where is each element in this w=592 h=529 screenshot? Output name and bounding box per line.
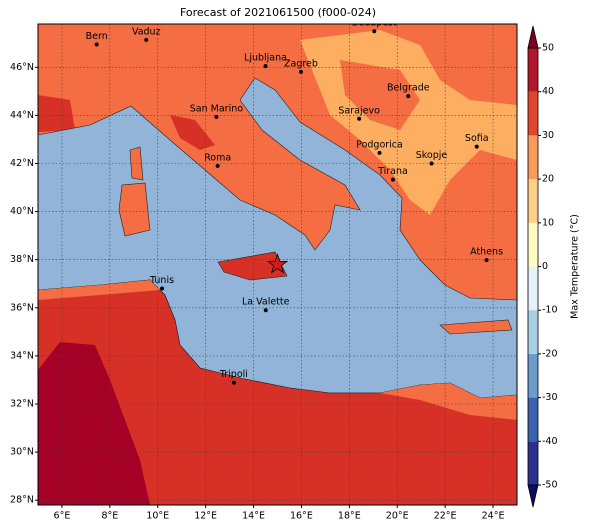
x-tick-label: 16°E — [290, 511, 313, 522]
city-label: San Marino — [190, 103, 243, 114]
city-label: Athens — [470, 247, 503, 258]
colorbar-tick-label: -10 — [542, 305, 558, 316]
city-label: Zagreb — [284, 58, 318, 69]
hot-patch — [38, 95, 75, 132]
city-dot — [377, 150, 382, 155]
city-dot — [263, 64, 268, 69]
x-tick-label: 10°E — [146, 511, 169, 522]
x-tick-label: 14°E — [242, 511, 265, 522]
x-tick-label: 22°E — [434, 511, 457, 522]
colorbar-tick-label: 40 — [542, 86, 554, 97]
x-tick-label: 6°E — [54, 511, 71, 522]
city-dot — [484, 258, 489, 263]
map-frame — [37, 23, 518, 506]
x-tick-label: 18°E — [338, 511, 361, 522]
hottest-area — [38, 342, 150, 505]
city-label: Bern — [86, 31, 108, 42]
africa-coast-band — [380, 383, 517, 420]
crete — [439, 319, 513, 335]
colorbar-over — [527, 25, 539, 49]
y-tick-label: 46°N — [10, 62, 34, 73]
y-tick-label: 42°N — [10, 158, 34, 169]
y-tick-label: 36°N — [10, 302, 34, 313]
city-dot — [263, 308, 268, 313]
colorbar-tick-label: -50 — [542, 480, 558, 491]
city-label: Belgrade — [387, 83, 430, 94]
y-tick-label: 40°N — [10, 206, 34, 217]
y-tick-label: 28°N — [10, 495, 34, 506]
colorbar-segment — [528, 91, 538, 136]
city-label: Skopje — [416, 150, 448, 161]
y-tick-label: 34°N — [10, 350, 34, 361]
colorbar-tick-label: 50 — [542, 43, 554, 54]
city-dot — [231, 380, 236, 385]
colorbar-segment — [528, 310, 538, 354]
colorbar-tick-label: -30 — [542, 392, 558, 403]
warm-patch — [340, 60, 420, 130]
city-dot — [390, 177, 395, 182]
city-dot — [474, 144, 479, 149]
colorbar-segment — [528, 397, 538, 442]
city-label: Ljubljana — [244, 53, 287, 64]
colorbar-under — [527, 484, 539, 508]
city-dot — [144, 37, 149, 42]
city-label: Tunis — [149, 275, 174, 286]
x-tick-label: 20°E — [386, 511, 409, 522]
africa-coast-band — [38, 280, 160, 300]
axes: 6°E 8°E 10°E 12°E 14°E 16°E 18°E 20°E 22°E 24°E 28… — [10, 62, 504, 522]
colorbar-tick-label: 10 — [542, 217, 554, 228]
city-dot — [298, 69, 303, 74]
x-tick-label: 12°E — [194, 511, 217, 522]
colorbar-tick-label: 20 — [542, 174, 554, 185]
y-tick-label: 32°N — [10, 398, 34, 409]
event-marker — [266, 253, 289, 274]
city-dot — [94, 42, 99, 47]
sardinia — [118, 182, 151, 237]
colorbar-tick-label: 0 — [542, 261, 548, 272]
colorbar: -50 -40 -30 -20 -10 0 10 20 30 40 50 Max Temperatur… — [527, 25, 581, 508]
colorbar-segment — [528, 353, 538, 398]
city-label: Podgorica — [356, 139, 403, 150]
city-label: Vaduz — [132, 26, 161, 37]
city-label: Roma — [204, 152, 231, 163]
colorbar-tick-label: -40 — [542, 436, 558, 447]
colorbar-segment — [528, 179, 538, 223]
colorbar-segment — [528, 266, 538, 311]
sicily — [217, 251, 288, 281]
city-label: Budapest — [352, 18, 397, 29]
colorbar-segment — [528, 48, 538, 92]
city-dot — [214, 114, 219, 119]
y-tick-label: 38°N — [10, 254, 34, 265]
x-tick-label: 24°E — [482, 511, 505, 522]
city-label: Tripoli — [219, 369, 248, 380]
colorbar-segment — [528, 222, 538, 267]
city-label: La Valette — [242, 297, 290, 308]
colorbar-label: Max Temperature (°C) — [570, 214, 581, 319]
y-tick-label: 44°N — [10, 110, 34, 121]
city-dot — [406, 94, 411, 99]
colorbar-tick-label: -20 — [542, 348, 558, 359]
colorbar-segment — [528, 135, 538, 180]
y-tick-label: 30°N — [10, 447, 34, 458]
colorbar-segment — [528, 441, 538, 485]
city-dot — [160, 286, 165, 291]
colorbar-tick-label: 30 — [542, 130, 554, 141]
city-dot — [429, 161, 434, 166]
hot-patch — [170, 115, 215, 150]
city-label: Sofia — [465, 133, 489, 144]
city-dot — [357, 116, 362, 121]
city-dot — [372, 29, 377, 34]
city-label: Tirana — [377, 166, 408, 177]
city-dot — [215, 163, 220, 168]
map-title: Forecast of 2021061500 (f000-024) — [180, 6, 376, 19]
city-label: Sarajevo — [338, 105, 380, 116]
x-tick-label: 8°E — [101, 511, 118, 522]
